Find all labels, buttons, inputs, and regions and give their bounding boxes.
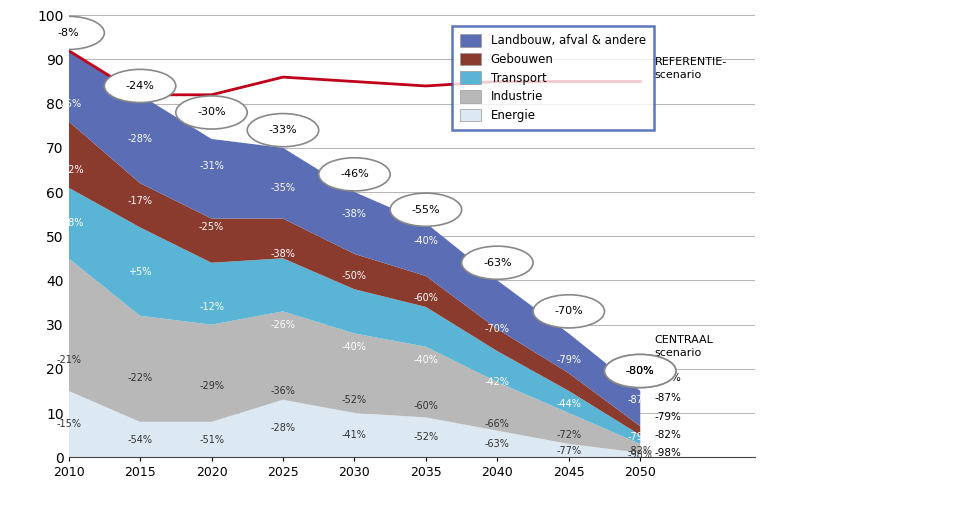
Ellipse shape (104, 70, 175, 103)
Text: -82%: -82% (628, 446, 653, 456)
Ellipse shape (462, 246, 533, 279)
Text: -46%: -46% (655, 373, 681, 383)
Text: -50%: -50% (342, 271, 367, 281)
Text: -46%: -46% (340, 169, 368, 179)
Text: -25%: -25% (56, 99, 81, 109)
Text: -38%: -38% (342, 209, 367, 219)
Text: -72%: -72% (557, 430, 581, 440)
Ellipse shape (33, 16, 104, 49)
Text: -17%: -17% (127, 196, 153, 206)
Text: -51%: -51% (199, 434, 224, 444)
Text: -22%: -22% (127, 373, 153, 383)
Text: -79%: -79% (655, 412, 681, 423)
Ellipse shape (533, 295, 605, 328)
Text: -8%: -8% (58, 28, 79, 38)
Text: -87%: -87% (655, 393, 681, 402)
Text: -41%: -41% (342, 430, 367, 440)
Text: +5%: +5% (128, 267, 152, 276)
Text: -44%: -44% (557, 302, 581, 312)
Ellipse shape (605, 355, 676, 388)
Text: -12%: -12% (199, 302, 224, 312)
Text: CENTRAAL
scenario: CENTRAAL scenario (655, 335, 713, 358)
Text: -63%: -63% (485, 439, 510, 449)
Text: -63%: -63% (483, 258, 512, 268)
Text: -30%: -30% (197, 108, 225, 117)
Text: -98%: -98% (628, 450, 653, 460)
Text: -60%: -60% (414, 401, 438, 411)
Text: -28%: -28% (270, 424, 296, 433)
Text: -79%: -79% (628, 432, 653, 442)
Ellipse shape (318, 158, 390, 191)
Text: -36%: -36% (270, 386, 295, 396)
Text: -46%: -46% (628, 373, 653, 383)
Text: -38%: -38% (270, 249, 295, 259)
Text: -15%: -15% (56, 419, 81, 429)
Text: -40%: -40% (342, 342, 367, 352)
Text: -40%: -40% (414, 236, 438, 246)
Text: REFERENTIE-
scenario: REFERENTIE- scenario (655, 57, 727, 80)
Text: -70%: -70% (555, 306, 583, 316)
Ellipse shape (605, 355, 676, 388)
Ellipse shape (390, 193, 462, 226)
Text: -31%: -31% (199, 161, 224, 171)
Text: -87%: -87% (628, 395, 653, 405)
Text: -52%: -52% (342, 395, 367, 405)
Text: +18%: +18% (54, 218, 83, 228)
Text: -35%: -35% (270, 182, 296, 193)
Text: -40%: -40% (414, 355, 438, 365)
Text: -82%: -82% (655, 430, 681, 440)
Text: -26%: -26% (270, 320, 296, 330)
Text: -70%: -70% (485, 324, 510, 334)
Legend: Landbouw, afval & andere, Gebouwen, Transport, Industrie, Energie: Landbouw, afval & andere, Gebouwen, Tran… (452, 25, 654, 130)
Text: -98%: -98% (655, 448, 681, 458)
Text: -79%: -79% (557, 355, 581, 365)
Text: -44%: -44% (557, 399, 581, 409)
Text: -33%: -33% (269, 125, 297, 135)
Text: -29%: -29% (199, 382, 224, 392)
Ellipse shape (247, 114, 318, 147)
Text: -25%: -25% (199, 223, 224, 232)
Ellipse shape (175, 96, 247, 129)
Text: -24%: -24% (125, 81, 155, 91)
Text: -77%: -77% (557, 446, 581, 456)
Text: -42%: -42% (485, 377, 510, 387)
Text: +22%: +22% (54, 165, 83, 175)
Text: -55%: -55% (412, 205, 440, 215)
Text: -80%: -80% (626, 366, 655, 376)
Text: -54%: -54% (127, 434, 153, 444)
Text: -21%: -21% (56, 355, 81, 365)
Text: -52%: -52% (414, 432, 438, 442)
Text: -66%: -66% (485, 419, 510, 429)
Text: -28%: -28% (127, 134, 153, 144)
Text: -60%: -60% (414, 293, 438, 303)
Text: -42%: -42% (485, 262, 510, 272)
Text: -80%: -80% (626, 366, 655, 376)
